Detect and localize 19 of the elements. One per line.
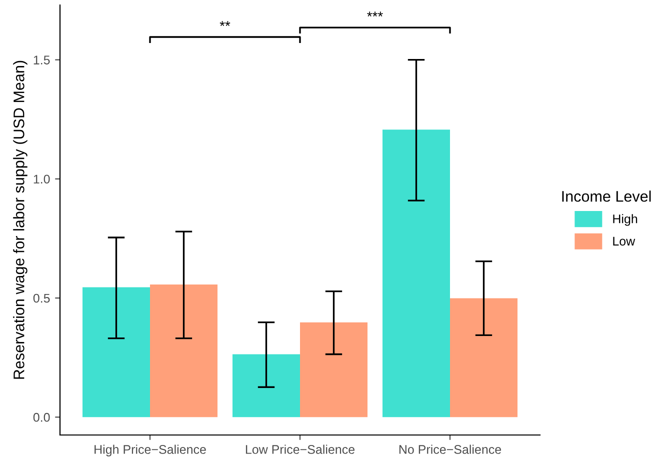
legend-title: Income Level — [562, 190, 651, 202]
y-tick-label: 1.5 — [34, 56, 50, 64]
bar — [150, 284, 218, 418]
y-axis-title: Reservation wage for labor supply (USD Mean) — [13, 60, 28, 379]
annotation: ** — [220, 21, 230, 26]
bar — [382, 130, 450, 418]
x-tick-label: Low Price−Salience — [246, 444, 355, 454]
x-tick-label: High Price−Salience — [94, 444, 206, 456]
y-tick-label: 1.0 — [34, 174, 50, 184]
bar — [300, 322, 368, 418]
x-tick-label: No Price−Salience — [399, 444, 502, 454]
bar — [232, 354, 300, 418]
y-tick-label: 0.0 — [33, 412, 50, 422]
bar — [450, 298, 518, 418]
y-tick-label: 0.5 — [33, 294, 50, 303]
legend-label: Low — [613, 236, 636, 246]
legend-label: High — [613, 214, 638, 226]
bar — [82, 287, 150, 418]
annotation: *** — [367, 12, 383, 17]
